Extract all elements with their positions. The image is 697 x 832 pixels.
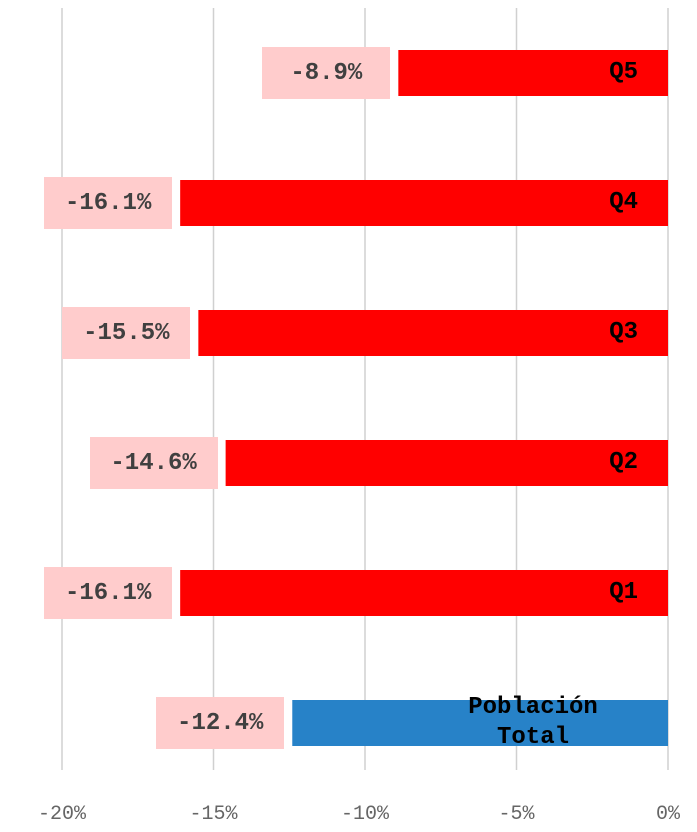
x-tick-label: -15% [189, 803, 238, 826]
category-label: Q4 [609, 189, 638, 216]
category-label: Q2 [609, 449, 638, 476]
x-tick-label: 0% [655, 803, 680, 826]
category-label: Q3 [609, 319, 638, 346]
x-tick-label: -20% [37, 803, 86, 826]
value-label: -16.1% [44, 177, 173, 229]
bar [180, 180, 669, 226]
value-label: -15.5% [62, 307, 191, 359]
category-label: Q1 [609, 579, 638, 606]
value-label: -16.1% [44, 567, 173, 619]
value-label: -8.9% [262, 47, 391, 99]
bar [398, 50, 668, 96]
x-tick-label: -10% [340, 803, 389, 826]
category-label: Q5 [609, 59, 638, 86]
bar [225, 440, 668, 486]
value-label: -12.4% [156, 697, 285, 749]
bar [292, 700, 668, 746]
bar [198, 310, 668, 356]
value-label: -14.6% [89, 437, 218, 489]
category-label: Población Total [468, 694, 598, 751]
x-tick-label: -5% [498, 803, 535, 826]
bar [180, 570, 669, 616]
